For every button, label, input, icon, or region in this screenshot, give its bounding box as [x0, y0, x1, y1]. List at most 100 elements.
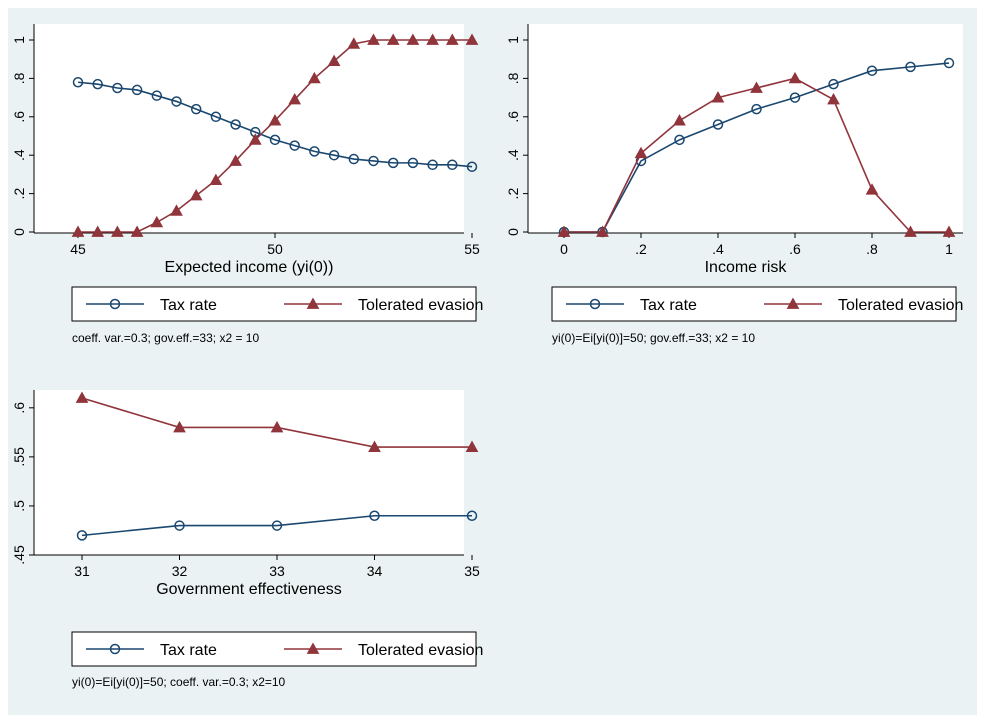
data-point-tolerated-evasion: [347, 37, 361, 49]
data-point-tolerated-evasion: [673, 114, 686, 126]
data-point-tolerated-evasion: [426, 33, 439, 45]
legend: Tax rate Tolerated evasion: [71, 286, 483, 322]
x-tick-label: 35: [464, 563, 480, 579]
x-axis-title: Expected income (yi(0)): [165, 259, 334, 276]
legend-label-tolerated-evasion: Tolerated evasion: [358, 297, 483, 314]
data-point-tax-rate: [447, 159, 458, 171]
data-point-tax-rate: [828, 78, 839, 90]
data-point-tax-rate: [674, 134, 685, 146]
y-tick-label: 0: [11, 228, 27, 236]
y-tick-label: .6: [11, 402, 27, 414]
data-point-tolerated-evasion: [465, 440, 479, 452]
x-tick-label: 31: [74, 563, 90, 579]
data-point-tax-rate: [789, 92, 801, 103]
data-point-tolerated-evasion: [111, 225, 124, 237]
data-point-tax-rate: [348, 153, 360, 165]
data-point-tax-rate: [151, 90, 163, 101]
data-point-tax-rate: [210, 111, 222, 123]
data-point-tolerated-evasion: [75, 391, 89, 403]
data-point-tolerated-evasion: [711, 91, 725, 103]
legend-marker-tolerated-evasion: [306, 297, 320, 309]
legend: Tax rate Tolerated evasion: [71, 631, 483, 667]
chart-note: yi(0)=Ei[yi(0)]=50; gov.eff.=33; x2 = 10: [552, 331, 755, 345]
data-point-tax-rate: [369, 510, 380, 521]
data-point-tolerated-evasion: [750, 81, 763, 93]
data-point-tolerated-evasion: [406, 33, 420, 45]
y-tick-label: .8: [11, 72, 27, 84]
y-tick-label: .55: [11, 447, 27, 467]
panel-expected-income: 45 50 55 0 .2 .4 .6 .8 1 Expected income (yi(0)) T…: [11, 24, 483, 345]
y-tick-label: 1: [11, 36, 27, 44]
data-point-tax-rate: [72, 76, 84, 88]
data-point-tolerated-evasion: [248, 133, 262, 145]
data-point-tolerated-evasion: [386, 33, 400, 45]
data-point-tax-rate: [271, 520, 283, 531]
data-point-tolerated-evasion: [288, 92, 302, 105]
y-tick-label: .4: [11, 149, 27, 161]
legend-marker-tolerated-evasion: [786, 297, 800, 309]
data-point-tolerated-evasion: [368, 440, 381, 452]
x-tick-label: 32: [172, 563, 188, 579]
x-tick-label: 50: [267, 241, 283, 257]
data-point-tolerated-evasion: [327, 54, 341, 67]
data-point-tax-rate: [905, 61, 916, 73]
data-point-tax-rate: [131, 84, 143, 96]
data-point-tax-rate: [943, 57, 955, 69]
data-point-tolerated-evasion: [445, 33, 459, 45]
chart-note: yi(0)=Ei[yi(0)]=50; coeff. var.=0.3; x2=…: [72, 675, 286, 689]
data-point-tax-rate: [866, 65, 878, 76]
series-line-tax-rate: [564, 62, 950, 233]
data-point-tolerated-evasion: [268, 114, 282, 126]
x-axis-title: Government effectiveness: [156, 581, 342, 598]
data-point-tolerated-evasion: [865, 183, 879, 195]
panel-government-effectiveness: 31 32 33 34 35 .45 .5 .55 .6 Government effective…: [11, 390, 483, 689]
x-tick-label: 45: [70, 241, 86, 257]
data-point-tolerated-evasion: [904, 225, 917, 237]
y-tick-label: .6: [505, 111, 521, 123]
data-point-tax-rate: [309, 146, 320, 157]
x-tick-label: 0: [560, 241, 568, 257]
legend-marker-tax-rate: [109, 298, 121, 310]
data-point-tax-rate: [751, 103, 762, 115]
y-tick-label: .8: [505, 72, 521, 84]
data-point-tolerated-evasion: [827, 92, 840, 105]
legend-marker-tolerated-evasion: [306, 642, 320, 654]
plot-area: [528, 24, 963, 233]
legend-label-tax-rate: Tax rate: [160, 297, 217, 314]
data-point-tolerated-evasion: [173, 420, 186, 433]
data-point-tolerated-evasion: [189, 188, 203, 201]
y-tick-label: .6: [11, 111, 27, 123]
data-point-tax-rate: [92, 78, 103, 90]
data-point-tax-rate: [76, 530, 88, 541]
data-point-tax-rate: [328, 149, 340, 161]
data-point-tolerated-evasion: [788, 71, 802, 84]
y-tick-label: 0: [505, 228, 521, 236]
data-point-tax-rate: [269, 134, 281, 146]
data-point-tax-rate: [289, 140, 300, 151]
data-point-tolerated-evasion: [557, 225, 571, 237]
data-point-tolerated-evasion: [209, 173, 223, 186]
y-tick-label: 1: [505, 36, 521, 44]
legend-label-tolerated-evasion: Tolerated evasion: [358, 642, 483, 659]
data-point-tax-rate: [466, 161, 478, 172]
y-tick-label: .5: [11, 500, 27, 512]
y-tick-label: .2: [11, 188, 27, 200]
data-point-tolerated-evasion: [596, 225, 609, 237]
x-tick-label: 33: [269, 563, 285, 579]
data-point-tax-rate: [174, 520, 185, 531]
data-point-tax-rate: [230, 119, 241, 130]
data-point-tolerated-evasion: [465, 33, 479, 45]
data-point-tax-rate: [387, 157, 399, 169]
x-tick-label: .6: [789, 241, 801, 257]
data-point-tolerated-evasion: [91, 225, 105, 237]
plot-area: [34, 24, 464, 233]
legend-label-tax-rate: Tax rate: [160, 642, 217, 659]
y-tick-label: .45: [11, 545, 27, 565]
x-tick-label: 55: [464, 241, 480, 257]
data-point-tax-rate: [466, 510, 478, 521]
data-point-tax-rate: [112, 82, 123, 94]
data-point-tax-rate: [171, 96, 182, 107]
x-tick-label: .4: [712, 241, 724, 257]
